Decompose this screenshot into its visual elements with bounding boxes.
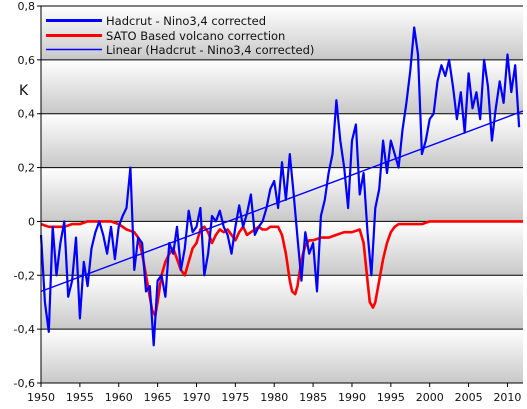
plot-band <box>41 167 523 222</box>
y-tick-label: 0,8 <box>18 0 36 13</box>
plot-band <box>41 113 523 168</box>
x-tick-label: 1975 <box>221 391 249 404</box>
y-axis-unit-label: K <box>19 83 29 99</box>
series-line-linear-trend <box>40 110 524 293</box>
y-tick-label: 0,6 <box>18 54 36 67</box>
x-tick-label: 2010 <box>493 391 521 404</box>
y-tick-labels: -0,6 -0,4 -0,2 0 0,2 0,4 0,6 0,8 <box>14 0 35 390</box>
x-tick-label: 1965 <box>144 391 172 404</box>
x-tick-label: 1980 <box>260 391 288 404</box>
y-tick-label: 0 <box>28 215 35 228</box>
plot-band <box>41 221 523 276</box>
legend: Hadcrut - Nino3,4 corrected SATO Based v… <box>46 14 314 57</box>
y-tick-label: 0,4 <box>18 108 36 121</box>
x-tick-label: 1960 <box>105 391 133 404</box>
x-tick-label: 1995 <box>377 391 405 404</box>
x-tick-label: 2005 <box>455 391 483 404</box>
plot-background <box>41 6 523 383</box>
y-tick-label: 0,2 <box>18 162 36 175</box>
axes <box>37 5 523 387</box>
y-tick-label: -0,6 <box>14 377 35 390</box>
legend-label-sato: SATO Based volcano correction <box>106 29 285 43</box>
x-tick-label: 1990 <box>338 391 366 404</box>
legend-label-hadcrut: Hadcrut - Nino3,4 corrected <box>106 14 266 28</box>
plot-band <box>41 6 523 60</box>
plot-band <box>41 329 523 383</box>
legend-label-linear: Linear (Hadcrut - Nino3,4 corrected) <box>106 43 314 57</box>
series-line-hadcrut <box>39 26 521 347</box>
x-tick-labels: 1950 1955 1960 1965 1970 1975 1980 1985 1990 1995… <box>27 391 521 404</box>
x-tick-label: 2000 <box>416 391 444 404</box>
x-tick-label: 1985 <box>299 391 327 404</box>
x-tick-label: 1970 <box>182 391 210 404</box>
y-tick-label: -0,4 <box>14 323 35 336</box>
y-tick-label: -0,2 <box>14 269 35 282</box>
x-tick-label: 1950 <box>27 391 55 404</box>
x-tick-label: 1955 <box>66 391 94 404</box>
series-layer <box>39 26 524 347</box>
plot-band <box>41 275 523 330</box>
